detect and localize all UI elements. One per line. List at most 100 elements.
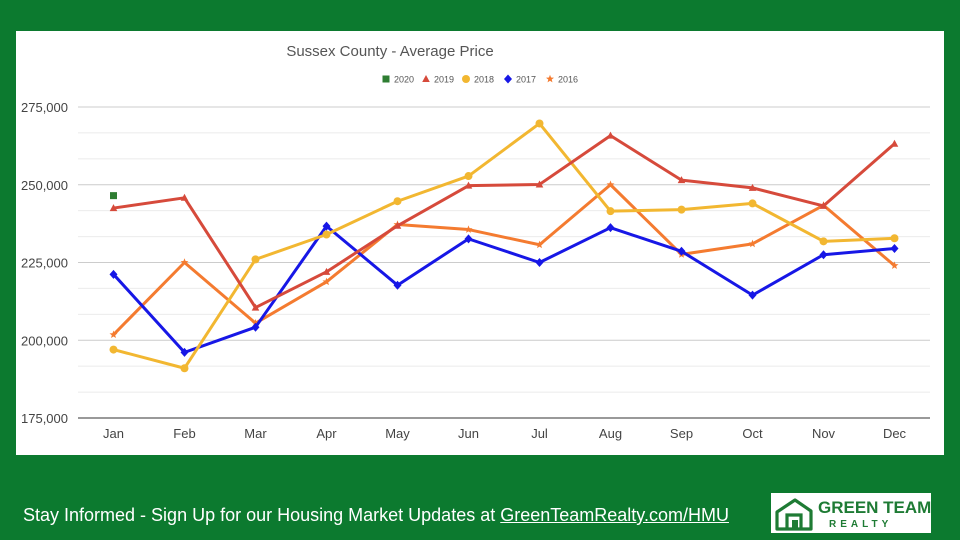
legend-marker-2016	[546, 74, 554, 83]
data-point-2019-Mar	[251, 303, 260, 311]
footer-cta: Stay Informed - Sign Up for our Housing …	[23, 505, 729, 526]
x-tick-label: Oct	[742, 426, 763, 441]
data-point-2016-Apr	[322, 277, 331, 286]
data-point-2017-Aug	[606, 223, 615, 233]
data-point-2018-Jun	[464, 172, 473, 181]
data-point-2019-Dec	[890, 139, 899, 147]
legend-marker-2017	[504, 74, 512, 84]
green-team-realty-logo[interactable]: GREEN TEAM REALTY	[771, 493, 931, 533]
data-point-2018-Aug	[606, 207, 615, 216]
data-point-2016-Feb	[180, 258, 189, 266]
series-line-2019	[113, 134, 896, 310]
y-tick-label: 250,000	[21, 178, 68, 193]
data-point-2017-Jan	[109, 269, 118, 279]
data-point-2017-Jun	[464, 234, 473, 244]
x-tick-label: Mar	[244, 426, 267, 441]
house-icon	[775, 498, 813, 531]
x-tick-label: Jan	[103, 426, 124, 441]
legend-label: 2018	[474, 75, 494, 85]
logo-line1: GREEN TEAM	[818, 498, 931, 517]
series-2019	[109, 131, 899, 311]
data-point-2016-Jul	[535, 240, 544, 249]
chart-panel: Sussex County - Average Price 2020 2019 20…	[16, 31, 944, 455]
logo-line2: REALTY	[829, 519, 892, 530]
data-point-2017-Nov	[819, 250, 828, 260]
legend-item-2020[interactable]: 2020	[382, 75, 415, 85]
footer-cta-text: Stay Informed - Sign Up for our Housing …	[23, 505, 501, 525]
data-point-2019-Apr	[322, 267, 331, 275]
legend-item-2019[interactable]: 2019	[422, 75, 454, 85]
data-point-2017-Jul	[535, 258, 544, 267]
legend-marker-2020	[382, 75, 390, 83]
hmu-signup-link[interactable]: GreenTeamRealty.com/HMU	[500, 505, 729, 525]
data-point-2016-Dec	[890, 261, 899, 270]
gridlines	[78, 106, 930, 419]
x-tick-label: Jun	[458, 426, 479, 441]
data-point-2017-Dec	[890, 244, 899, 254]
legend-item-2018[interactable]: 2018	[462, 75, 494, 85]
chart-title: Sussex County - Average Price	[286, 43, 493, 60]
data-point-2016-Jun	[464, 225, 473, 233]
data-point-2019-Sep	[677, 176, 686, 184]
series-2018	[109, 119, 899, 373]
data-point-2019-May	[393, 221, 402, 229]
line-chart: Sussex County - Average Price 2020 2019 20…	[21, 43, 930, 441]
series-layer	[109, 119, 899, 373]
data-point-2019-Aug	[606, 131, 615, 139]
data-point-2016-Aug	[606, 180, 615, 189]
logo-graphic: GREEN TEAM REALTY	[775, 498, 931, 531]
legend-item-2016[interactable]: 2016	[546, 75, 578, 85]
data-point-2018-Feb	[180, 364, 189, 373]
data-point-2018-Nov	[819, 237, 828, 246]
legend-item-2017[interactable]: 2017	[504, 74, 536, 85]
series-2017	[109, 221, 899, 357]
data-point-2018-Jan	[109, 345, 118, 354]
data-point-2019-Oct	[748, 183, 757, 191]
x-tick-label: Dec	[883, 426, 907, 441]
series-line-2017	[112, 224, 895, 354]
y-tick-label: 225,000	[21, 256, 68, 271]
legend-marker-2019	[422, 75, 430, 82]
data-point-2018-Sep	[677, 205, 686, 214]
series-line-2018	[113, 121, 895, 370]
x-tick-label: Jul	[531, 426, 548, 441]
y-tick-label: 175,000	[21, 411, 68, 426]
data-point-2019-Jan	[109, 204, 118, 212]
y-tick-label: 200,000	[21, 333, 68, 348]
series-line-2016	[112, 183, 896, 336]
data-point-2017-Apr	[322, 221, 331, 231]
data-point-2018-Apr	[322, 230, 331, 239]
data-point-2016-Jan	[109, 330, 118, 339]
data-point-2017-May	[393, 280, 402, 290]
legend-label: 2017	[516, 75, 536, 85]
data-point-2017-Sep	[677, 246, 686, 256]
chart-legend: 2020 2019 2018 2017 2016	[382, 74, 578, 85]
data-point-2016-Oct	[748, 239, 757, 248]
x-tick-label: Apr	[316, 426, 337, 441]
data-point-2018-May	[393, 197, 402, 206]
data-point-2018-Oct	[748, 199, 757, 208]
data-point-2019-Nov	[819, 201, 828, 209]
x-tick-label: Aug	[599, 426, 622, 441]
x-tick-label: Feb	[173, 426, 195, 441]
data-point-2018-Jul	[535, 119, 544, 128]
data-point-2018-Dec	[890, 234, 899, 243]
data-point-2018-Mar	[251, 255, 260, 264]
series-2020	[110, 192, 117, 200]
y-axis-tick-labels: 175,000 200,000 225,000 250,000 275,000	[21, 100, 68, 426]
data-point-2019-Feb	[180, 193, 189, 201]
legend-label: 2016	[558, 75, 578, 85]
data-point-2017-Oct	[748, 290, 757, 300]
x-tick-label: May	[385, 426, 410, 441]
legend-label: 2019	[434, 75, 454, 85]
data-point-2019-Jun	[464, 181, 473, 189]
x-axis-tick-labels: Jan Feb Mar Apr May Jun Jul Aug Sep Oct Nov Dec	[103, 426, 907, 441]
data-point-2017-Mar	[251, 322, 260, 332]
data-point-2017-Feb	[180, 347, 189, 357]
x-tick-label: Sep	[670, 426, 693, 441]
y-tick-label: 275,000	[21, 100, 68, 115]
legend-marker-2018	[462, 75, 470, 83]
data-point-2020-Jan	[110, 192, 117, 200]
legend-label: 2020	[394, 75, 414, 85]
data-point-2019-Jul	[535, 180, 544, 188]
